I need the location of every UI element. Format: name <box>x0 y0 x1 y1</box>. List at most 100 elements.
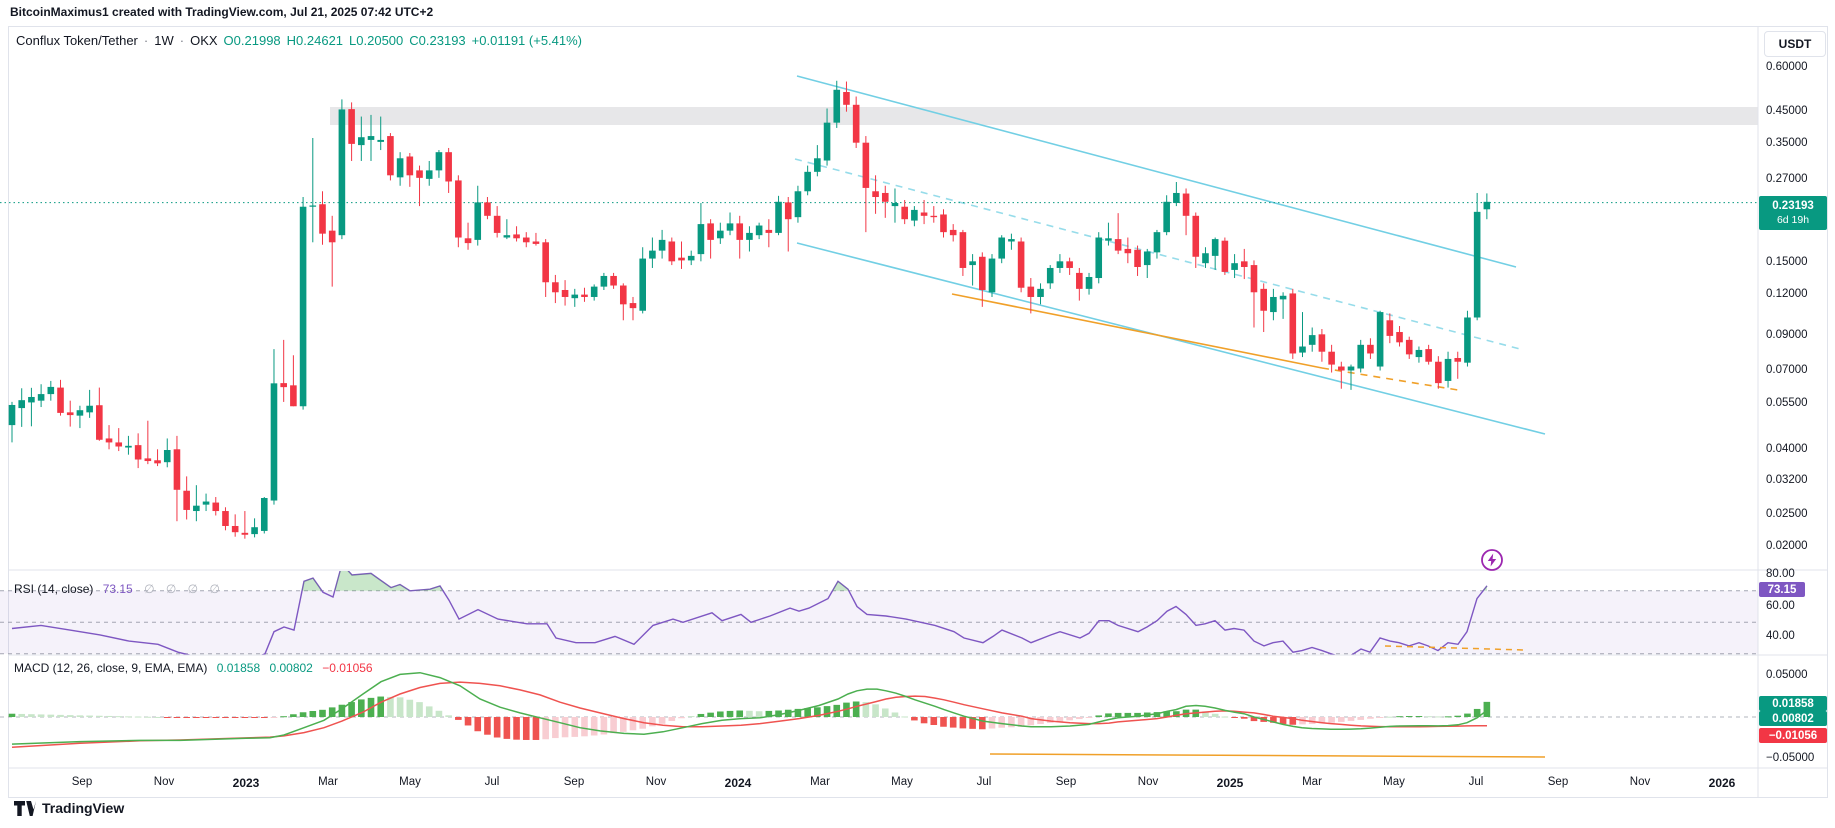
candle-body <box>726 223 734 231</box>
macd-histogram-bar <box>86 715 93 717</box>
candle-body <box>1202 253 1209 264</box>
candle-body <box>251 527 258 535</box>
time-axis-label: Nov <box>1137 776 1159 788</box>
candle-body <box>290 385 297 407</box>
candle-body <box>338 109 346 236</box>
candle-body <box>1435 361 1442 384</box>
price-axis-tick: 0.60000 <box>1766 61 1808 73</box>
candle-body <box>746 232 753 240</box>
macd-histogram-bar <box>940 717 947 727</box>
macd-histogram-bar <box>1153 712 1161 717</box>
candle-body <box>66 412 74 416</box>
macd-line <box>11 671 1488 745</box>
macd-histogram-bar <box>1124 712 1132 717</box>
macd-histogram-bar <box>76 715 84 717</box>
legend-separator: · <box>179 33 185 48</box>
macd-histogram-bar <box>1202 711 1209 717</box>
macd-histogram-bar <box>998 717 1006 728</box>
candle-body <box>852 104 860 143</box>
macd-histogram-bar <box>949 717 957 728</box>
candle-body <box>154 460 161 464</box>
macd-histogram-bar <box>396 697 404 717</box>
rsi-legend[interactable]: RSI (14, close) 73.15 ∅ ∅ ∅ ∅ <box>14 582 224 596</box>
macd-histogram-bar <box>814 707 821 717</box>
time-axis-label: Nov <box>153 776 175 788</box>
macd-histogram-bar <box>668 717 676 722</box>
interval-label[interactable]: 1W <box>154 33 174 48</box>
symbol-name[interactable]: Conflux Token/Tether <box>16 33 138 48</box>
macd-histogram-bar <box>775 710 782 717</box>
macd-histogram-bar <box>28 714 35 717</box>
candle-body <box>1308 335 1316 345</box>
candle-body <box>649 250 656 259</box>
candle-body <box>1289 293 1297 354</box>
candle-body <box>823 122 831 161</box>
symbol-legend[interactable]: Conflux Token/Tether · 1W · OKX O0.21998… <box>16 33 582 48</box>
candle-body <box>1347 366 1355 371</box>
macd-histogram-bar <box>1027 717 1035 726</box>
candle-body <box>920 212 928 216</box>
rsi-axis-tick: 80.00 <box>1766 568 1795 580</box>
macd-histogram-bar <box>862 702 870 717</box>
candle-body <box>57 387 64 413</box>
macd-histogram-bar <box>532 717 540 740</box>
candle-body <box>493 215 501 233</box>
macd-hist-value: 0.01858 <box>216 661 261 675</box>
price-axis-tick: 0.02500 <box>1766 508 1808 520</box>
flash-marker-icon[interactable] <box>1480 548 1504 572</box>
exchange-label[interactable]: OKX <box>190 33 218 48</box>
candle-body <box>1483 201 1491 210</box>
macd-histogram-bar <box>435 710 443 717</box>
macd-histogram-bar <box>173 717 181 718</box>
macd-histogram-bar <box>697 713 705 717</box>
macd-histogram-bar <box>1056 717 1064 722</box>
time-axis-label: 2026 <box>1708 776 1736 790</box>
macd-histogram-bar <box>1231 717 1238 718</box>
trendline <box>1321 367 1459 391</box>
macd-histogram-bar <box>1076 717 1083 720</box>
candle-body <box>47 386 55 395</box>
rsi-title[interactable]: RSI (14, close) <box>14 582 94 596</box>
candles-layer <box>8 80 1491 539</box>
macd-histogram-bar <box>212 717 220 718</box>
macd-histogram-bar <box>493 717 501 738</box>
time-axis-label: Nov <box>645 776 667 788</box>
macd-histogram-bar <box>1415 716 1423 718</box>
legend-separator: · <box>143 33 149 48</box>
macd-histogram-bar <box>125 716 132 718</box>
chart-container[interactable] <box>8 26 1828 798</box>
candle-body <box>1037 288 1044 297</box>
candle-body <box>1114 239 1122 251</box>
macd-histogram-bar <box>1318 717 1326 724</box>
tradingview-logo[interactable]: TradingView <box>14 800 124 816</box>
macd-histogram-bar <box>1279 717 1287 724</box>
macd-histogram-bar <box>1173 711 1180 717</box>
macd-value-badge: −0.01056 <box>1759 728 1827 743</box>
macd-histogram-bar <box>1396 716 1403 718</box>
macd-histogram-bar <box>765 710 773 717</box>
macd-title[interactable]: MACD (12, 26, close, 9, EMA, EMA) <box>14 661 208 675</box>
macd-histogram-bar <box>1454 715 1462 717</box>
candle-body <box>571 294 579 299</box>
macd-histogram-bar <box>377 696 385 717</box>
macd-legend[interactable]: MACD (12, 26, close, 9, EMA, EMA) 0.0185… <box>14 661 373 675</box>
candle-body <box>590 286 598 297</box>
supply-zone <box>330 107 1758 125</box>
candle-body <box>678 257 685 261</box>
macd-histogram-bar <box>881 708 889 717</box>
macd-histogram-bar <box>1289 717 1297 725</box>
macd-histogram-bar <box>755 711 763 717</box>
macd-histogram-bar <box>619 717 627 732</box>
currency-button[interactable]: USDT <box>1764 31 1826 57</box>
macd-histogram-bar <box>358 699 365 717</box>
macd-histogram-bar <box>309 710 317 717</box>
candle-body <box>8 404 16 426</box>
macd-axis-tick: −0.05000 <box>1766 752 1815 764</box>
macd-value-badge: 0.00802 <box>1759 711 1827 726</box>
candle-body <box>387 136 394 176</box>
macd-histogram-bar <box>542 717 549 740</box>
candle-body <box>1008 239 1015 242</box>
macd-signal-value: −0.01056 <box>322 661 373 675</box>
candle-body <box>1182 193 1190 216</box>
